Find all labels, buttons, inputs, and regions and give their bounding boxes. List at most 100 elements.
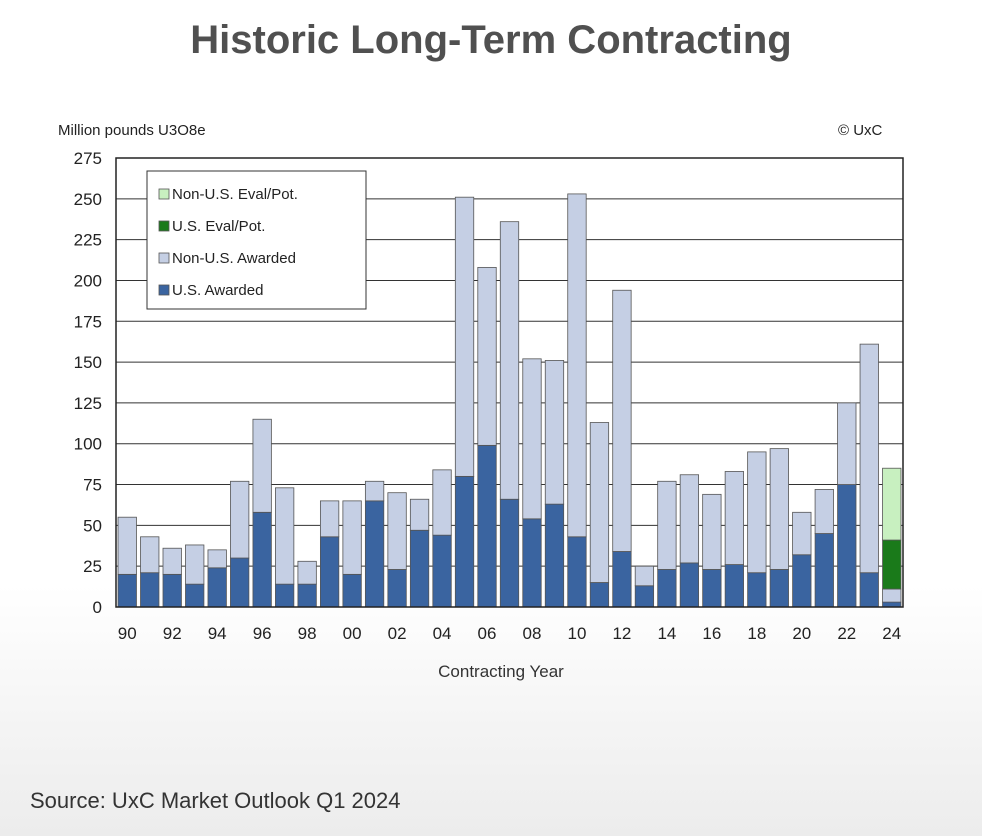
source-note: Source: UxC Market Outlook Q1 2024: [30, 788, 401, 813]
y-tick-label: 50: [83, 516, 102, 535]
bar-u-s-awarded-21: [814, 533, 834, 608]
y-tick-label: 150: [74, 353, 102, 372]
bar-u-s-awarded-90: [117, 573, 137, 608]
bar-non-u-s-awarded-24: [882, 588, 902, 603]
bar-u-s-awarded-94: [207, 567, 227, 608]
bar-u-s-awarded-06: [477, 444, 497, 608]
bar-non-u-s-awarded-99: [319, 500, 340, 538]
bar-u-s-awarded-97: [275, 583, 295, 608]
x-tick-label: 20: [792, 624, 811, 643]
bar-non-u-s-awarded-13: [634, 565, 655, 587]
y-tick-label: 100: [74, 435, 102, 454]
x-tick-label: 18: [747, 624, 766, 643]
x-tick-label: 10: [567, 624, 586, 643]
legend-label: U.S. Awarded: [172, 282, 263, 299]
bar-non-u-s-awarded-05: [454, 196, 475, 477]
legend-label: Non-U.S. Eval/Pot.: [172, 186, 298, 203]
x-tick-label: 94: [208, 624, 227, 643]
bar-non-u-s-awarded-20: [792, 511, 812, 556]
bar-u-s-awarded-08: [522, 518, 542, 608]
bar-non-u-s-awarded-07: [499, 221, 520, 500]
bar-non-u-s-awarded-90: [117, 516, 137, 575]
bar-u-s-awarded-05: [454, 475, 475, 608]
x-axis-label: Contracting Year: [438, 662, 564, 681]
bar-non-u-s-awarded-91: [140, 536, 160, 574]
plot-frame: [115, 157, 904, 608]
bar-non-u-s-awarded-01: [364, 480, 385, 502]
bar-non-u-s-awarded-15: [679, 474, 700, 564]
bar-non-u-s-awarded-98: [297, 560, 317, 585]
legend-label: Non-U.S. Awarded: [172, 250, 296, 267]
bar-non-u-s-awarded-03: [409, 498, 430, 531]
y-tick-label: 200: [74, 271, 102, 290]
bar-non-u-s-awarded-95: [230, 480, 250, 559]
y-tick-label: 175: [74, 312, 102, 331]
bar-non-u-s-awarded-17: [724, 471, 744, 565]
x-tick-label: 24: [882, 624, 901, 643]
x-tick-label: 14: [657, 624, 676, 643]
legend-swatch: [158, 252, 170, 264]
bar-u-s-awarded-98: [297, 583, 317, 608]
bar-non-u-s-awarded-08: [522, 358, 542, 520]
bar-non-u-s-awarded-93: [185, 544, 205, 585]
bar-u-s-awarded-19: [769, 569, 789, 608]
legend-swatch: [158, 220, 170, 232]
bar-u-s-awarded-01: [364, 500, 385, 608]
bar-non-u-s-awarded-06: [477, 266, 497, 446]
bar-u-s-awarded-10: [567, 536, 587, 608]
x-tick-label: 22: [837, 624, 856, 643]
bar-u-s-awarded-12: [612, 551, 632, 608]
bar-u-s-awarded-04: [432, 534, 452, 608]
legend-box: [146, 170, 367, 310]
bar-u-s-awarded-20: [792, 554, 812, 608]
bar-non-u-s-awarded-10: [567, 193, 587, 538]
bar-non-u-s-awarded-00: [342, 500, 362, 575]
bar-non-u-s-eval-pot-24: [882, 467, 902, 541]
y-tick-label: 250: [74, 190, 102, 209]
bar-u-s-awarded-16: [702, 569, 722, 608]
y-axis-unit-label: Million pounds U3O8e: [58, 122, 206, 139]
x-tick-label: 98: [298, 624, 317, 643]
x-tick-label: 92: [163, 624, 182, 643]
bar-non-u-s-awarded-19: [769, 448, 789, 570]
x-tick-label: 06: [478, 624, 497, 643]
x-tick-label: 90: [118, 624, 137, 643]
x-tick-label: 12: [612, 624, 631, 643]
bar-non-u-s-awarded-16: [702, 493, 722, 570]
bar-u-s-awarded-15: [679, 562, 700, 608]
bar-u-s-awarded-02: [387, 569, 407, 608]
bar-u-s-awarded-96: [252, 511, 272, 608]
bar-u-s-awarded-93: [185, 583, 205, 608]
bar-u-s-awarded-11: [589, 582, 610, 608]
bar-non-u-s-awarded-12: [612, 289, 632, 552]
plot-border: [115, 157, 904, 608]
bar-u-s-awarded-99: [319, 536, 340, 608]
x-tick-label: 08: [523, 624, 542, 643]
bar-u-s-awarded-13: [634, 585, 655, 608]
bar-u-s-awarded-17: [724, 564, 744, 608]
legend-label: U.S. Eval/Pot.: [172, 218, 265, 235]
bar-non-u-s-awarded-11: [589, 422, 610, 583]
bar-u-s-awarded-23: [859, 572, 879, 608]
x-tick-label: 16: [702, 624, 721, 643]
x-tick-label: 04: [433, 624, 452, 643]
y-tick-labels: 0 25 50 75 100 125 150 175 200 225 250 275: [74, 149, 102, 617]
y-tick-label: 0: [93, 598, 102, 617]
bar-u-s-awarded-95: [230, 557, 250, 608]
bar-non-u-s-awarded-14: [657, 480, 677, 570]
x-tick-labels: 90 92 94 96 98 00 02 04 06 08 10 12 14 16 18 20 22 24: [118, 624, 901, 643]
bars: [117, 193, 902, 608]
x-tick-label: 96: [253, 624, 272, 643]
bar-u-s-awarded-09: [544, 503, 565, 608]
bar-non-u-s-awarded-97: [275, 487, 295, 585]
bar-non-u-s-awarded-23: [859, 343, 879, 574]
bar-non-u-s-awarded-09: [544, 360, 565, 505]
legend-swatch: [158, 284, 170, 296]
bar-non-u-s-awarded-94: [207, 549, 227, 569]
bar-u-s-awarded-91: [140, 572, 160, 608]
bar-u-s-awarded-14: [657, 569, 677, 608]
y-tick-label: 225: [74, 231, 102, 250]
bar-non-u-s-awarded-92: [162, 547, 182, 575]
bar-u-s-awarded-03: [409, 529, 430, 608]
